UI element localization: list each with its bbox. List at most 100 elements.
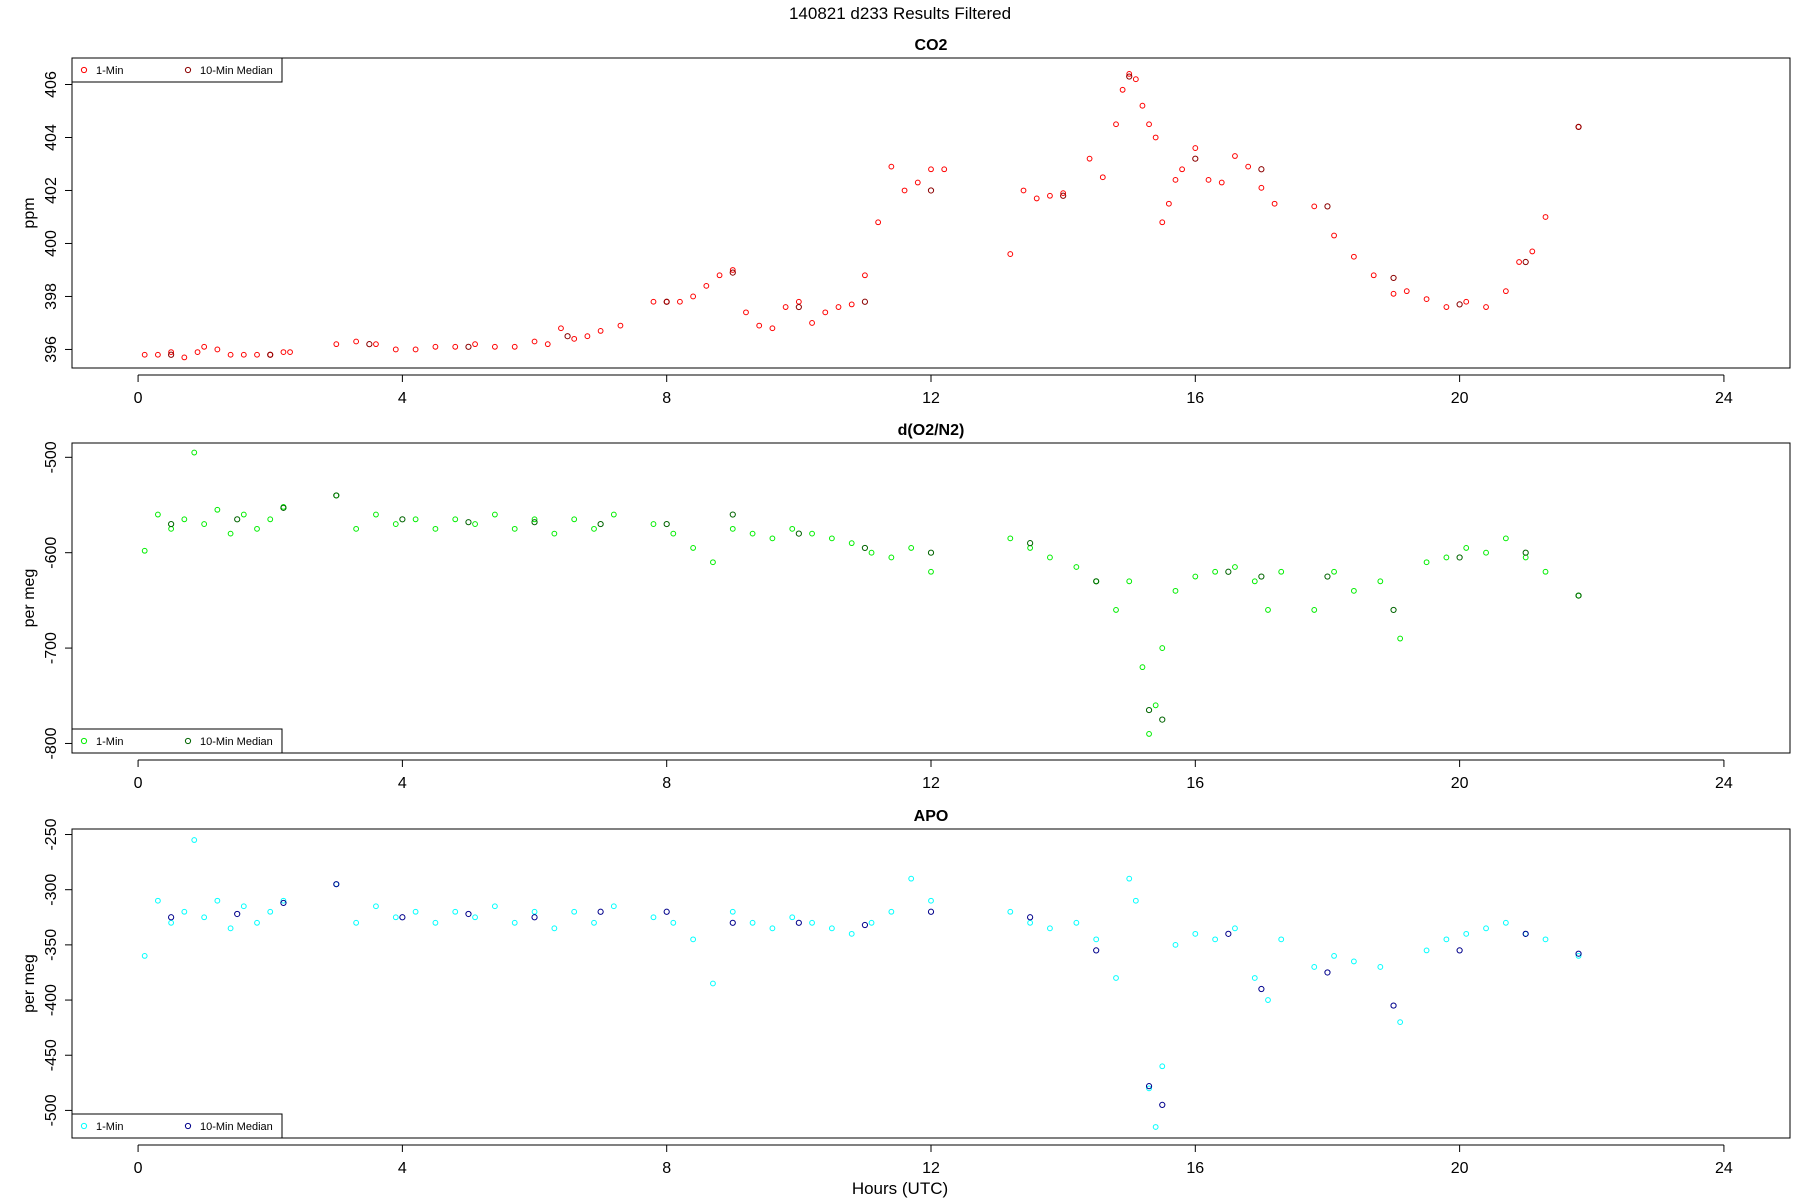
series-ten-min-median (168, 881, 1582, 1108)
x-tick-label: 24 (1715, 775, 1733, 792)
data-point (888, 908, 895, 915)
data-point (1033, 195, 1040, 202)
series-one-min (141, 449, 1582, 737)
data-point (531, 908, 538, 915)
data-point (1145, 706, 1153, 714)
data-point (617, 322, 624, 329)
legend-label: 1-Min (96, 1121, 124, 1133)
data-point (399, 914, 406, 921)
data-point (465, 343, 472, 350)
data-point (168, 914, 175, 921)
data-point (227, 351, 234, 358)
data-point (928, 897, 934, 904)
legend-label: 1-Min (96, 736, 124, 748)
y-tick-label: 396 (43, 336, 60, 363)
series-one-min (141, 837, 1582, 1130)
x-tick-label: 20 (1451, 775, 1469, 792)
data-point (1192, 145, 1199, 151)
data-point (749, 530, 756, 537)
data-point (287, 349, 293, 356)
data-point (1007, 251, 1014, 257)
data-point (769, 535, 776, 542)
data-point (1456, 301, 1463, 308)
data-point (1324, 573, 1331, 580)
data-point (1324, 203, 1331, 210)
data-point (191, 837, 198, 843)
data-point (690, 293, 697, 300)
data-point (1146, 121, 1152, 128)
data-point (1575, 592, 1582, 599)
data-point (908, 545, 915, 551)
data-point (591, 525, 597, 532)
data-point (1463, 930, 1470, 937)
data-point (1225, 568, 1232, 575)
legend: 1-Min 10-Min Median (71, 728, 283, 754)
data-point (234, 516, 241, 523)
data-point (729, 908, 736, 915)
data-point (1027, 914, 1034, 921)
data-point (1331, 232, 1337, 239)
data-point (928, 568, 934, 575)
data-point (168, 919, 175, 926)
legend-box (71, 57, 283, 83)
data-point (1251, 578, 1258, 585)
data-point (168, 349, 175, 356)
legend: 1-Min 10-Min Median (71, 1113, 283, 1139)
data-point (1165, 200, 1172, 207)
data-point (240, 351, 247, 358)
data-point (168, 351, 175, 358)
data-point (491, 511, 498, 518)
data-point (1258, 184, 1265, 191)
data-point (650, 521, 657, 527)
x-tick-label: 20 (1451, 1160, 1469, 1177)
x-tick-label: 12 (922, 390, 940, 407)
legend-label: 10-Min Median (200, 1121, 273, 1133)
y-tick-label: -600 (43, 537, 60, 569)
data-point (1192, 155, 1199, 162)
data-point (861, 921, 869, 929)
data-point (1159, 1101, 1166, 1108)
x-tick-label: 24 (1715, 1160, 1733, 1177)
data-point (597, 908, 604, 915)
data-point (1456, 554, 1463, 561)
chart-title: d(O2/N2) (898, 422, 965, 439)
page-title: 140821 d233 Results Filtered (789, 4, 1011, 23)
data-point (716, 272, 723, 279)
data-point (1113, 607, 1119, 613)
y-axis-label: per meg (21, 569, 38, 628)
data-point (1522, 930, 1529, 937)
y-tick-label: -500 (43, 441, 60, 473)
data-point (531, 914, 538, 921)
data-point (888, 554, 895, 561)
data-point (141, 351, 148, 358)
data-point (584, 333, 591, 340)
data-point (412, 908, 419, 915)
data-point (710, 980, 716, 987)
data-point (927, 908, 935, 915)
data-point (1390, 606, 1397, 614)
data-point (1126, 875, 1133, 882)
data-point (1390, 1002, 1397, 1009)
data-point (1172, 941, 1179, 948)
data-point (848, 540, 855, 547)
data-point (452, 908, 459, 915)
x-tick-label: 12 (922, 775, 940, 792)
legend-box (71, 1113, 283, 1139)
data-point (531, 516, 538, 523)
data-point (1350, 587, 1357, 594)
data-point (789, 525, 796, 532)
data-point (353, 919, 360, 926)
data-point (201, 914, 208, 921)
plot-frame (71, 828, 1791, 1139)
data-point (1146, 1085, 1152, 1092)
data-point (373, 511, 379, 518)
y-axis-label: per meg (21, 954, 38, 1013)
data-point (914, 179, 921, 186)
data-point (1350, 253, 1357, 260)
data-point (168, 520, 175, 528)
y-tick-label: 398 (43, 283, 60, 310)
x-tick-label: 4 (398, 390, 407, 407)
legend-marker (80, 1122, 88, 1130)
data-point (1132, 897, 1139, 904)
